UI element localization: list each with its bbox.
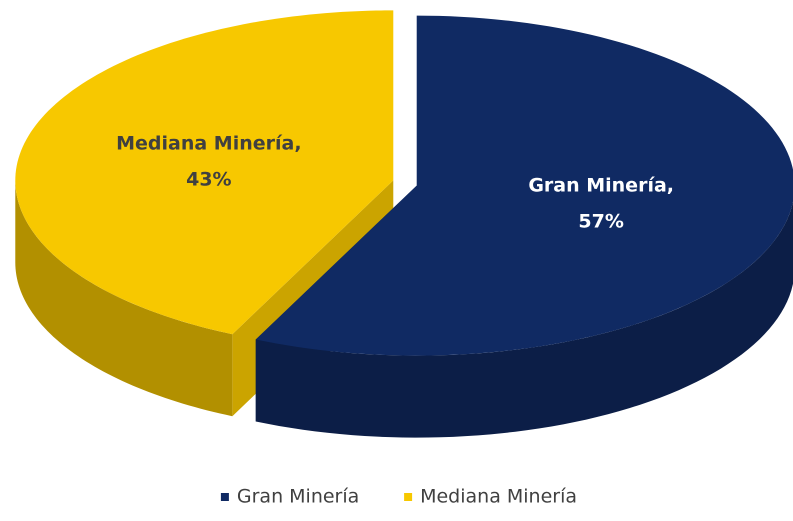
slice (255, 15, 793, 356)
data-label: 43% (186, 168, 231, 190)
legend-label: Gran Minería (237, 486, 359, 508)
data-label: Mediana Minería, (116, 132, 301, 154)
slice-side (255, 201, 793, 438)
slice (15, 10, 394, 335)
data-label: 57% (578, 211, 623, 233)
legend-marker (404, 493, 413, 501)
slice-side (15, 180, 233, 417)
data-label: Gran Minería, (528, 175, 674, 197)
legend-label: Mediana Minería (420, 486, 577, 508)
slice (255, 15, 793, 438)
legend-marker (220, 493, 229, 501)
